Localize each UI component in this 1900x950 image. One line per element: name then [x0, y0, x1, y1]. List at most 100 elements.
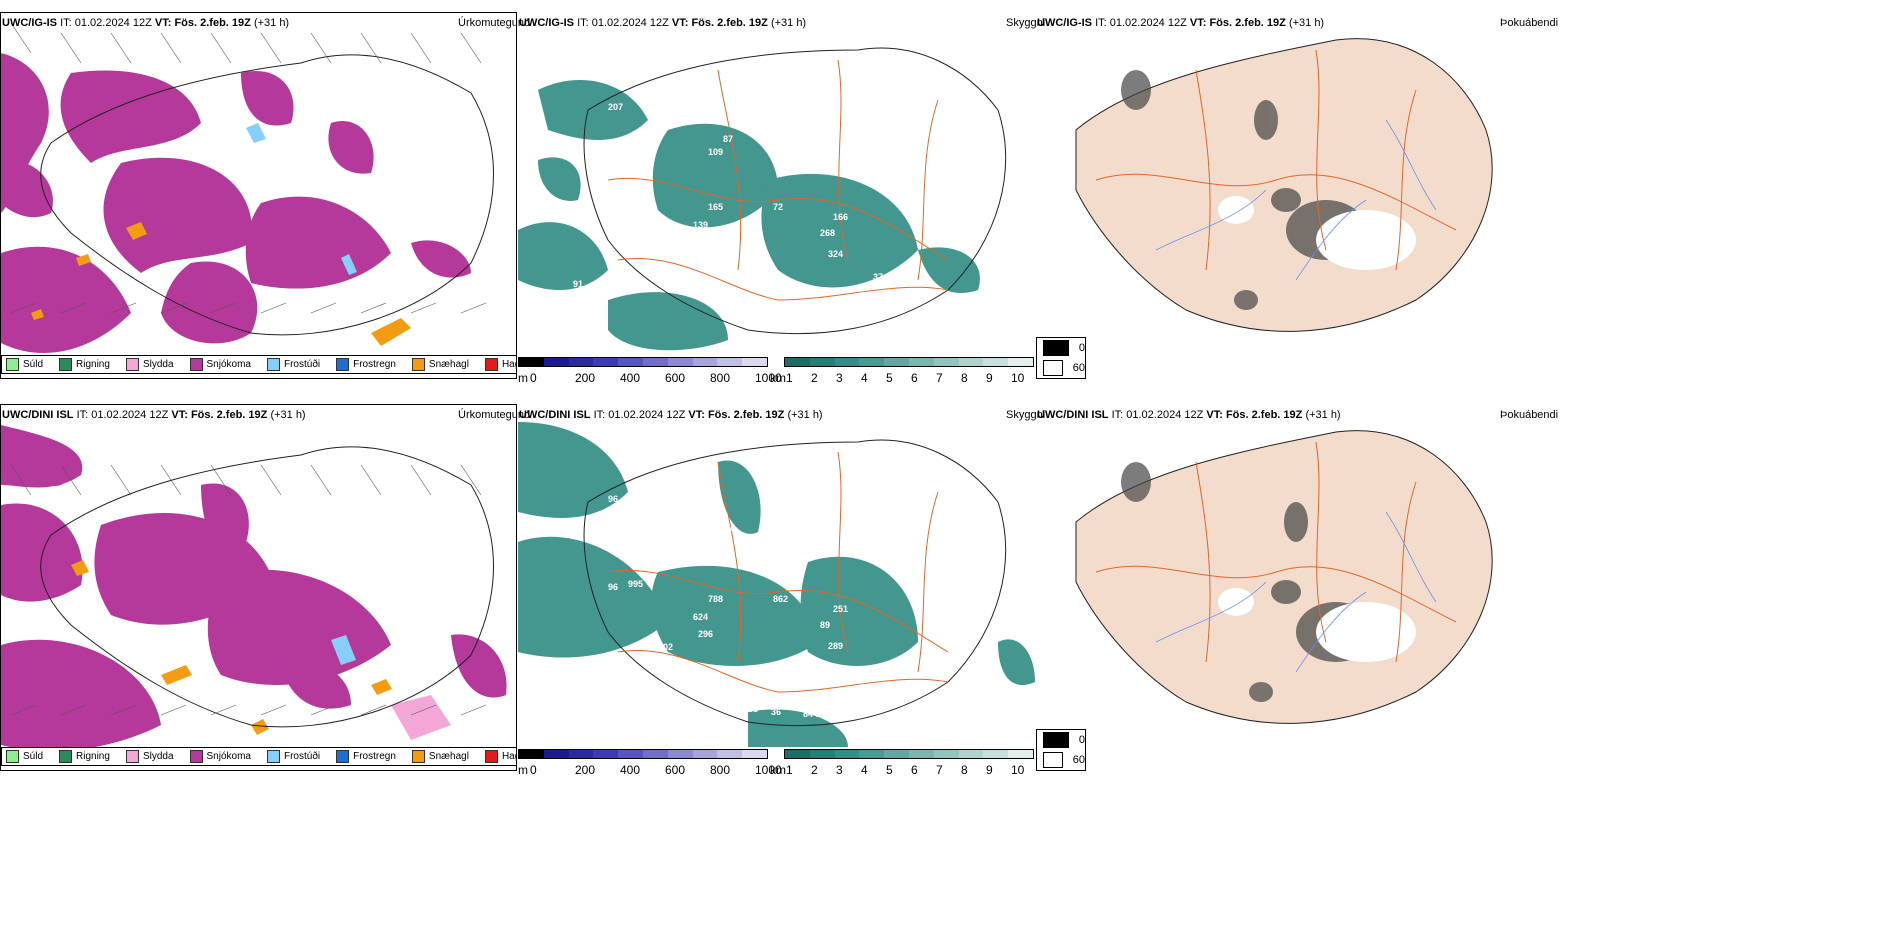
colorbar-tick: 2: [811, 371, 818, 385]
legend-item: Snæhagl: [411, 358, 469, 371]
height-label: 296: [698, 629, 713, 639]
legend-swatch: [411, 358, 425, 371]
height-label: 344: [658, 250, 673, 260]
sleet-areas: [391, 695, 451, 740]
colorbar-tick: 800: [710, 763, 731, 777]
colorbar-tick: 2: [811, 763, 818, 777]
freezing-drizzle-areas: [246, 123, 357, 275]
colorbar-tick: 1: [786, 763, 793, 777]
height-label: 672: [723, 526, 738, 536]
height-label: 47: [628, 187, 638, 197]
fog-header-2: UWC/DINI ISL IT: 01.02.2024 12Z VT: Fös.…: [1037, 409, 1341, 421]
legend-label: Snæhagl: [428, 751, 469, 762]
height-label: 997: [873, 664, 888, 674]
height-label: 251: [833, 604, 848, 614]
legend-swatch: [484, 358, 498, 371]
fog-colorbar-1: 0 60: [1036, 337, 1086, 379]
legend-swatch: [125, 750, 139, 763]
colorbar-tick: 7: [936, 371, 943, 385]
legend-label: Frostregn: [353, 359, 396, 370]
legend-item: Rigning: [59, 358, 110, 371]
colorbar-tick: 3: [836, 371, 843, 385]
colorbar-tick: 9: [986, 371, 993, 385]
snow-pellet-areas: [31, 222, 411, 346]
legend-label: Slydda: [142, 359, 174, 370]
legend-label: Rigning: [76, 751, 110, 762]
legend-label: Súld: [23, 751, 44, 762]
legend-swatch: [189, 750, 203, 763]
height-label: 995: [628, 579, 643, 589]
wind-barbs: [10, 464, 487, 716]
colorbar-tick: 6: [911, 371, 918, 385]
height-label: 306: [678, 102, 693, 112]
height-label: 166: [833, 212, 848, 222]
colorbar-tick: 1000: [755, 763, 782, 777]
height-label: 88: [748, 704, 758, 714]
fog-map-1: [1075, 38, 1493, 332]
colorbar-tick: 4: [861, 763, 868, 777]
legend-label: Haglél: [501, 359, 516, 370]
height-label: 207: [608, 102, 623, 112]
precip-map-2: [1, 425, 507, 751]
rivers: [1155, 511, 1437, 673]
vis-header-1: UWC/IG-IS IT: 01.02.2024 12Z VT: Fös. 2.…: [519, 17, 807, 29]
height-label: 238: [748, 674, 763, 684]
legend-item: Frostúði: [266, 358, 321, 371]
precip-panel-2: Súld Rigning Slydda Snjókoma Frostúði Frostre…: [0, 404, 517, 771]
low-vis-areas: [518, 80, 980, 351]
legend-label: Frostúði: [283, 359, 321, 370]
colorbar-tick: 9: [986, 763, 993, 777]
legend-item: Snæhagl: [411, 750, 469, 763]
low-vis-areas: [518, 422, 1035, 747]
legend-item: Haglél: [484, 358, 516, 371]
height-label: 244: [698, 237, 713, 247]
colorbar-tick: 1000: [755, 371, 782, 385]
colorbar-tick: 0: [530, 763, 537, 777]
legend-item: Frostregn: [336, 750, 396, 763]
height-label: 81: [803, 317, 813, 327]
legend-label: Frostregn: [353, 751, 396, 762]
fog-title-2: Þokuábendi: [1500, 409, 1559, 421]
legend-item: Frostregn: [336, 358, 396, 371]
height-label: 94: [573, 671, 583, 681]
height-label: 212: [878, 337, 893, 347]
height-label: 240: [750, 689, 765, 699]
legend-label: Haglél: [501, 751, 516, 762]
height-label: 183: [748, 312, 763, 322]
colorbar-tick: 10: [1011, 371, 1025, 385]
height-label: 87: [723, 134, 733, 144]
legend-swatch: [484, 750, 498, 763]
coastline: [583, 47, 1007, 335]
legend-item: Súld: [6, 358, 43, 371]
fog-panel-2: [1036, 422, 1526, 742]
height-label: 88: [771, 315, 781, 325]
legend-item: Snjókoma: [189, 358, 251, 371]
freezing-drizzle-areas: [331, 635, 356, 665]
vis-title-1: Skyggni: [1006, 17, 1046, 29]
height-label: 844: [803, 709, 818, 719]
vis-colorbar-2: km 1 2 3 4 5 6 7 8 9 10: [770, 749, 1034, 779]
legend-swatch: [411, 750, 425, 763]
snow-areas: [1, 53, 471, 353]
precip-legend: Súld Rigning Slydda Snjókoma Frostúði Frostre…: [1, 355, 516, 374]
height-label: 13: [678, 494, 688, 504]
vis-header-2: UWC/DINI ISL IT: 01.02.2024 12Z VT: Fös.…: [519, 409, 823, 421]
legend-item: Haglél: [484, 750, 516, 763]
vis-title-2: Skyggni: [1006, 409, 1046, 421]
roads: [607, 451, 949, 693]
height-label: 624: [693, 612, 708, 622]
height-label: 862: [773, 594, 788, 604]
precip-title-2: Úrkomutegund: [458, 409, 531, 421]
height-unit: m: [518, 763, 528, 777]
legend-item: Rigning: [59, 750, 110, 763]
height-colorbar-2: m 0 200 400 600 800 1000: [518, 749, 782, 779]
height-label: 59: [878, 729, 888, 739]
legend-label: Snjókoma: [206, 359, 251, 370]
height-label: 106: [750, 297, 765, 307]
precip-title-1: Úrkomutegund: [458, 17, 531, 29]
legend-label: Slydda: [142, 751, 174, 762]
